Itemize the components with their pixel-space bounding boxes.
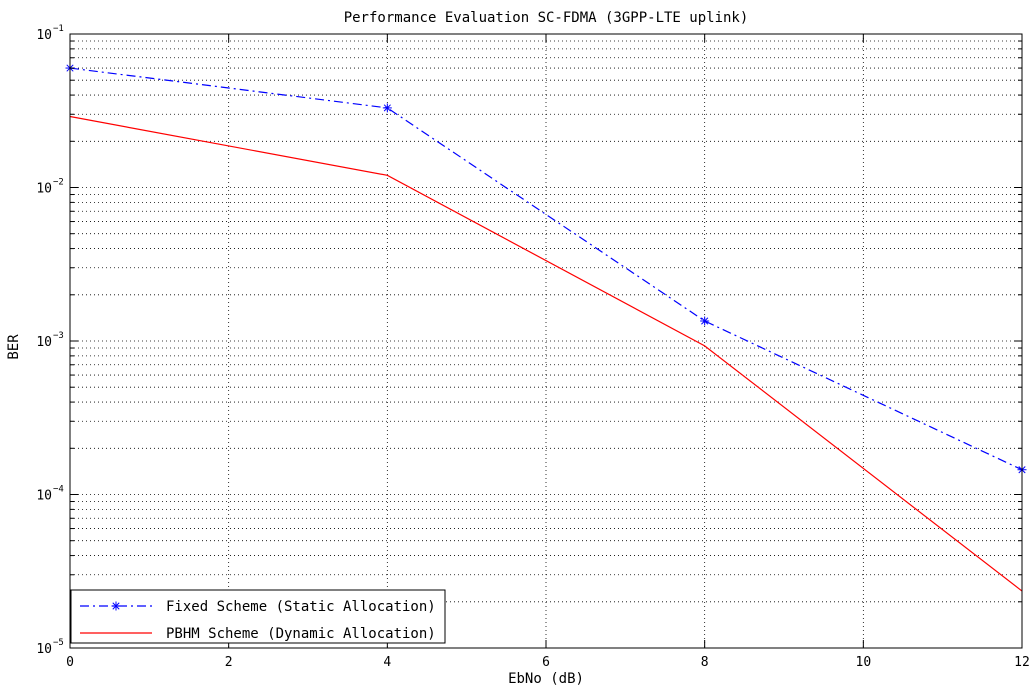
x-tick-label: 6 [542, 655, 550, 670]
y-tick-label-exponent: −2 [53, 178, 64, 188]
y-tick-label: 10 −3 [36, 331, 64, 350]
y-tick-label-base: 10 [36, 642, 52, 657]
legend: Fixed Scheme (Static Allocation) PBHM Sc… [70, 589, 446, 644]
y-tick-label: 10 −1 [36, 24, 64, 43]
x-axis-label: EbNo (dB) [508, 671, 584, 686]
x-tick-label: 8 [701, 655, 709, 670]
data-point-marker [382, 103, 392, 113]
x-tick-label: 10 [856, 655, 872, 670]
data-point-marker [700, 316, 710, 326]
y-tick-label: 10 −4 [36, 485, 64, 504]
legend-label-fixed: Fixed Scheme (Static Allocation) [166, 599, 436, 615]
y-tick-label-exponent: −5 [53, 638, 64, 648]
y-tick-label-base: 10 [36, 182, 52, 197]
legend-box [70, 589, 446, 644]
y-tick-label-base: 10 [36, 489, 52, 504]
y-tick-labels: 10−110−210−310−410−5 [36, 24, 64, 657]
series-line-0 [69, 67, 1023, 471]
x-tick-label: 4 [383, 655, 391, 670]
legend-asterisk-marker [111, 601, 121, 611]
series-line-1 [69, 115, 1023, 592]
x-tick-label: 0 [66, 655, 74, 670]
chart-title: Performance Evaluation SC-FDMA (3GPP-LTE… [344, 10, 749, 26]
y-tick-label-exponent: −4 [53, 485, 64, 495]
legend-label-pbhm: PBHM Scheme (Dynamic Allocation) [166, 626, 436, 642]
x-tick-label: 2 [225, 655, 233, 670]
y-tick-label-base: 10 [36, 28, 52, 43]
y-tick-label: 10 −5 [36, 638, 64, 657]
y-axis-label: BER [6, 334, 22, 360]
grid [69, 34, 1023, 649]
y-tick-label-base: 10 [36, 335, 52, 350]
legend-entry-pbhm: PBHM Scheme (Dynamic Allocation) [80, 626, 436, 642]
tick-marks [69, 34, 1023, 649]
x-tick-label: 12 [1014, 655, 1030, 670]
y-tick-label-exponent: −1 [53, 24, 64, 34]
series-layer [65, 63, 1027, 592]
legend-marker-fixed [111, 601, 121, 611]
x-tick-labels: 0 2 4 6 8 10 12 [66, 655, 1030, 670]
y-tick-label-exponent: −3 [53, 331, 64, 341]
legend-entry-fixed: Fixed Scheme (Static Allocation) [80, 599, 436, 615]
y-tick-label: 10 −2 [36, 178, 64, 197]
